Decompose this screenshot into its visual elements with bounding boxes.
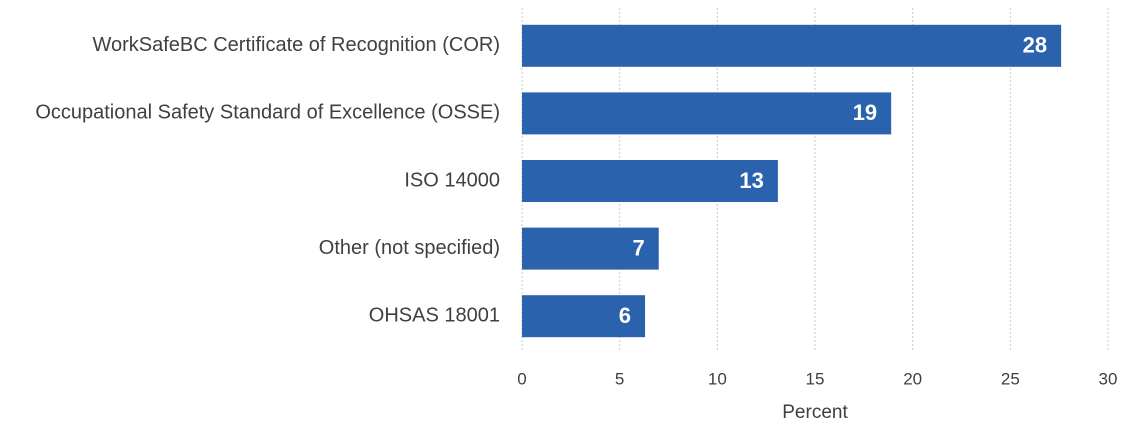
y-tick-label: Other (not specified) (319, 237, 500, 259)
bar (522, 160, 778, 202)
bar (522, 227, 659, 270)
data-label: 19 (853, 100, 877, 125)
x-tick-label: 20 (903, 369, 922, 388)
y-tick-label: ISO 14000 (404, 169, 500, 191)
y-tick-label: Occupational Safety Standard of Excellen… (35, 102, 500, 124)
bar (522, 24, 1062, 67)
x-tick-label: 10 (708, 369, 727, 388)
data-label: 28 (1023, 33, 1047, 58)
bar (522, 92, 892, 135)
x-tick-label: 25 (1001, 369, 1020, 388)
data-label: 7 (632, 235, 644, 260)
x-tick-label: 30 (1099, 369, 1118, 388)
data-label: 13 (739, 168, 763, 193)
x-tick-label: 5 (615, 369, 624, 388)
y-tick-label: WorkSafeBC Certificate of Recognition (C… (92, 34, 500, 56)
data-label: 6 (619, 303, 631, 328)
x-axis-title: Percent (782, 402, 848, 423)
x-tick-label: 15 (806, 369, 825, 388)
y-tick-label: OHSAS 18001 (369, 304, 500, 326)
bar (522, 295, 646, 338)
x-tick-label: 0 (517, 369, 526, 388)
